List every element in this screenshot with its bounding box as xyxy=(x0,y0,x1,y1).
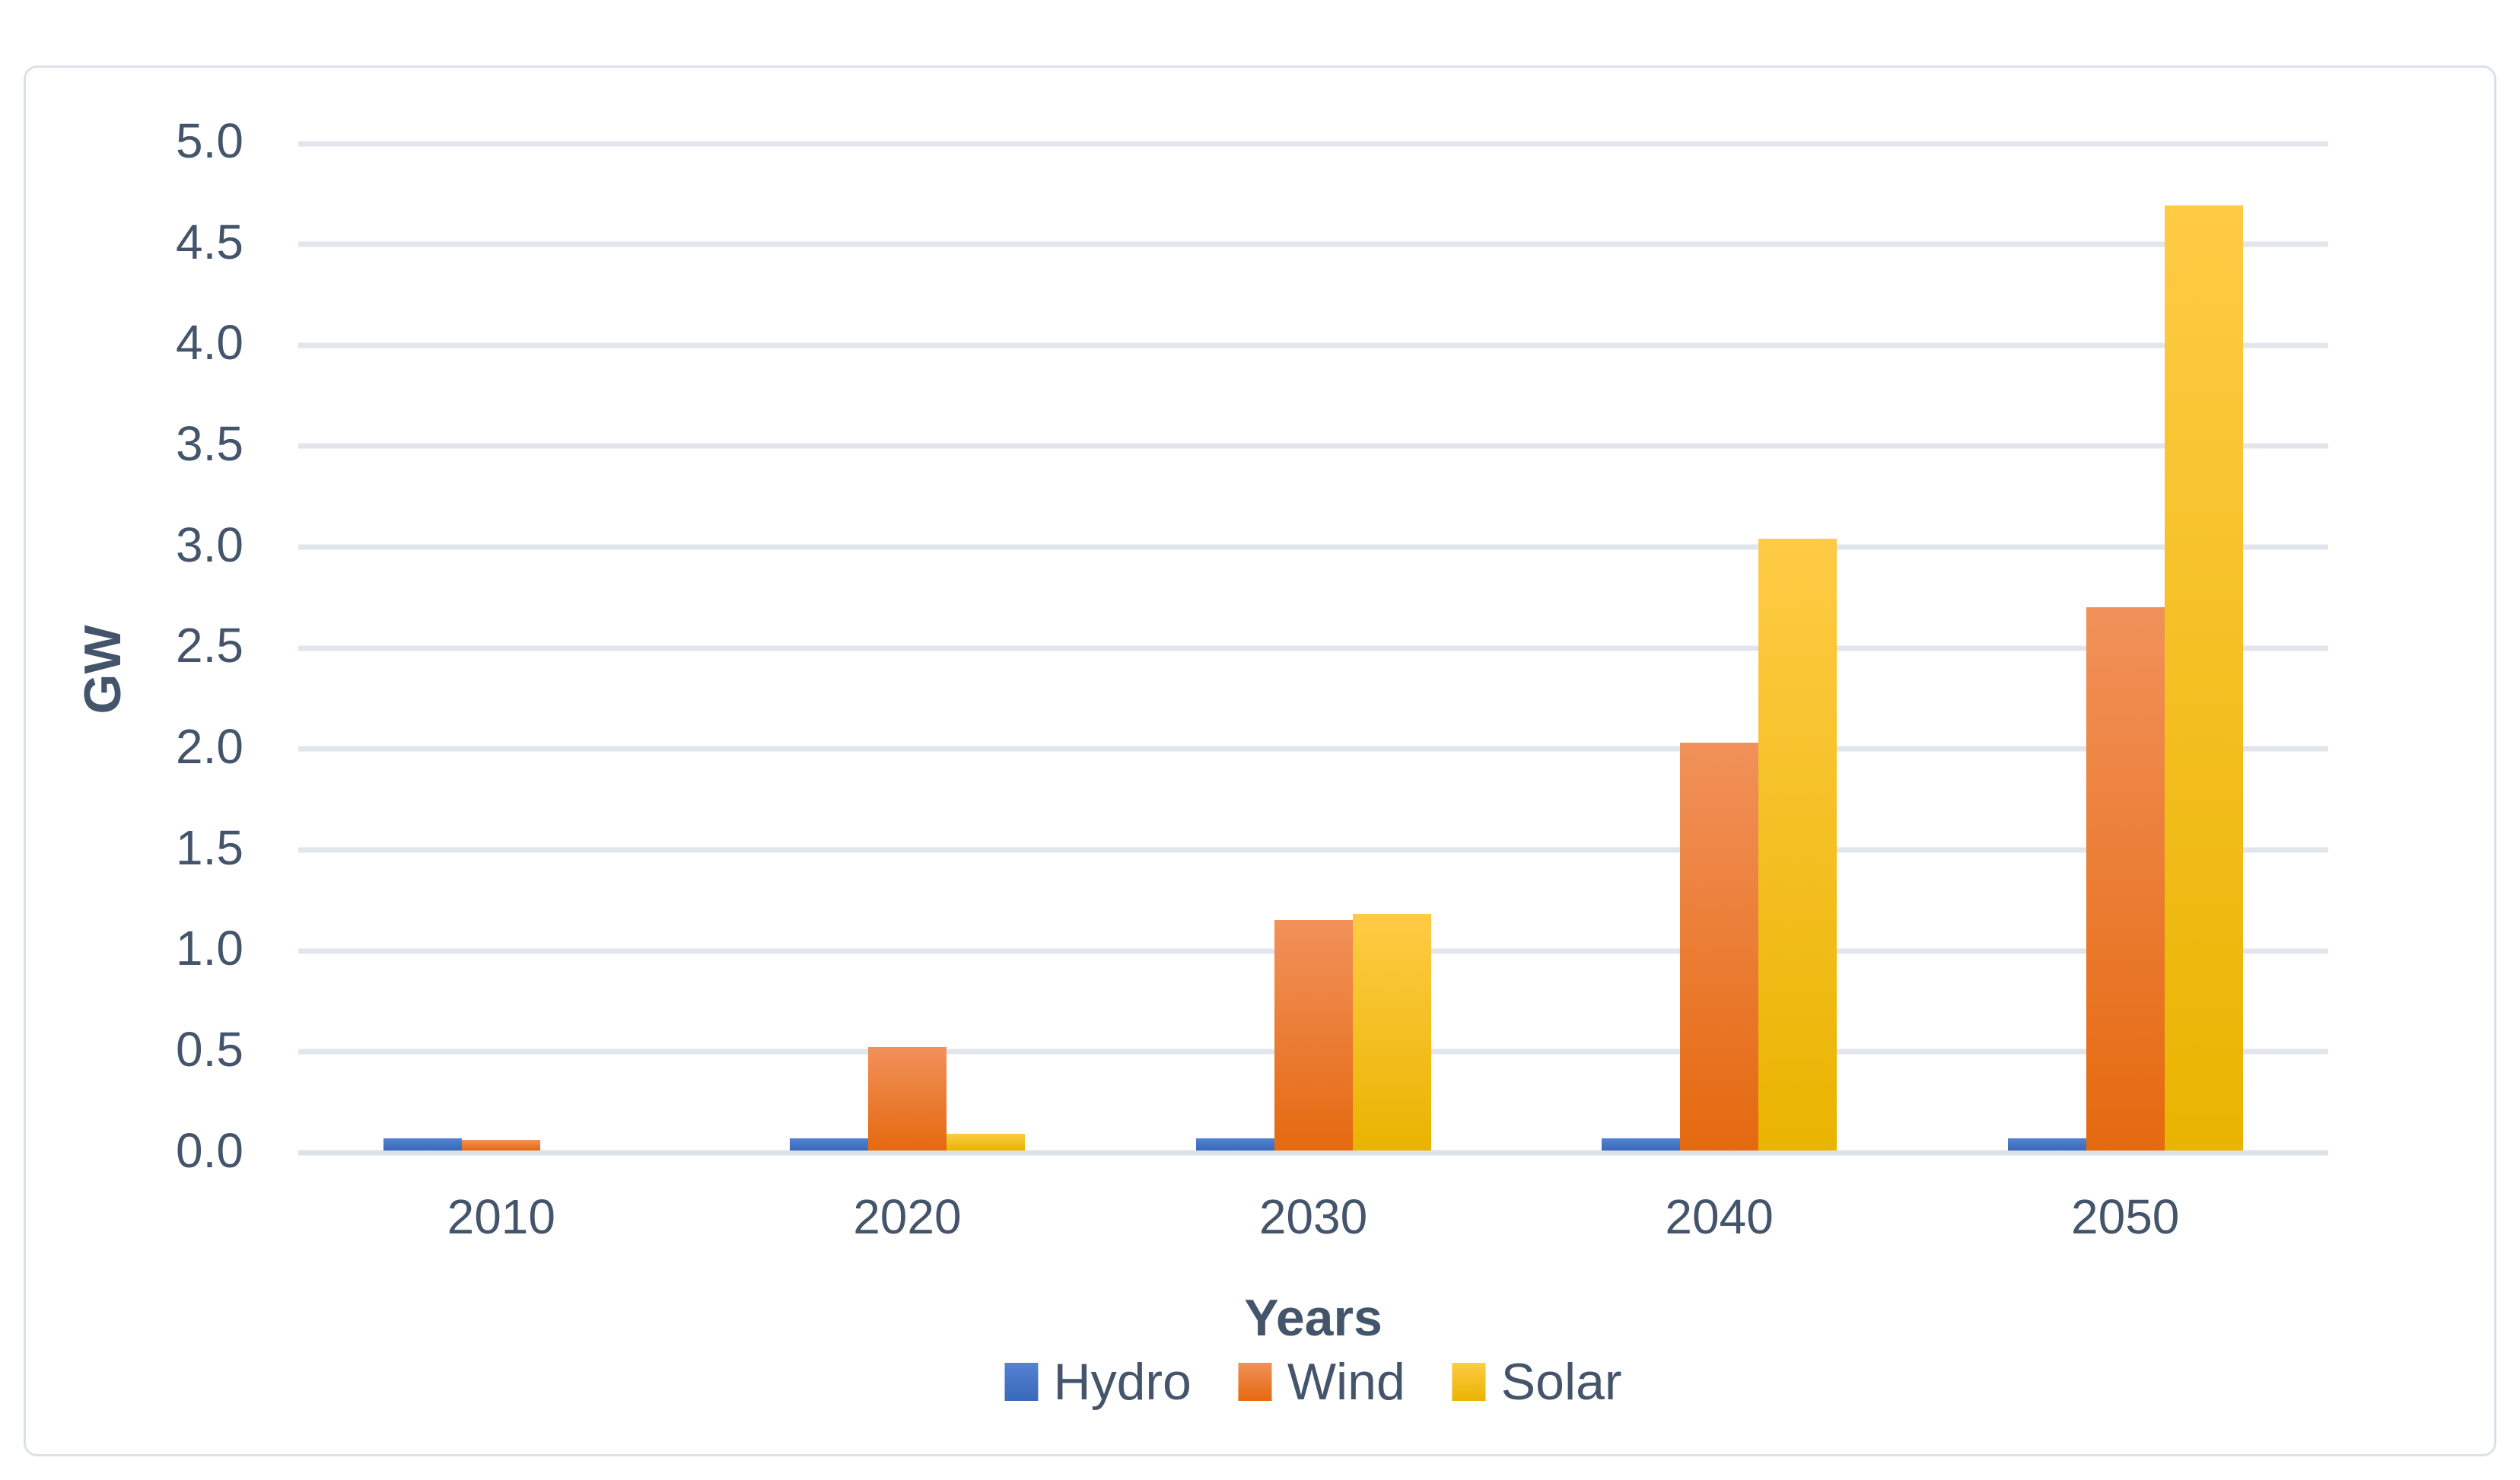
legend: Hydro Wind Solar xyxy=(1004,1352,1622,1412)
x-tick-label: 2040 xyxy=(1665,1189,1774,1244)
gridline xyxy=(298,645,2328,651)
legend-item-wind: Wind xyxy=(1238,1352,1405,1412)
bar-solar-2040 xyxy=(1758,538,1838,1151)
gridline xyxy=(298,847,2328,853)
bar-hydro-2030 xyxy=(1195,1138,1274,1151)
y-tick-label: 4.5 xyxy=(176,214,243,269)
legend-item-solar: Solar xyxy=(1452,1352,1622,1412)
figure-border xyxy=(24,65,2496,1456)
y-tick-label: 2.5 xyxy=(176,618,243,673)
y-tick-label: 4.0 xyxy=(176,315,243,371)
y-tick-label: 0.5 xyxy=(176,1021,243,1077)
x-axis-title: Years xyxy=(1244,1289,1382,1347)
legend-label-wind: Wind xyxy=(1287,1353,1405,1411)
x-axis-line xyxy=(298,1150,2328,1156)
y-tick-label: 0.0 xyxy=(176,1122,243,1178)
y-tick-label: 3.0 xyxy=(176,517,243,572)
x-tick-label: 2050 xyxy=(2071,1189,2180,1244)
bar-solar-2020 xyxy=(946,1134,1025,1151)
bar-hydro-2040 xyxy=(1602,1138,1681,1151)
legend-swatch-solar xyxy=(1452,1363,1486,1401)
legend-item-hydro: Hydro xyxy=(1004,1352,1192,1412)
bar-hydro-2010 xyxy=(383,1138,463,1151)
y-tick-label: 1.0 xyxy=(176,921,243,976)
gridline xyxy=(298,544,2328,550)
bar-wind-2030 xyxy=(1274,920,1353,1151)
bar-wind-2050 xyxy=(2086,606,2165,1151)
x-tick-label: 2020 xyxy=(853,1189,962,1244)
bar-hydro-2050 xyxy=(2007,1138,2086,1151)
x-tick-label: 2010 xyxy=(447,1189,555,1244)
gridline xyxy=(298,342,2328,349)
plot-area xyxy=(298,141,2328,1156)
legend-label-solar: Solar xyxy=(1500,1353,1622,1411)
bar-solar-2050 xyxy=(2164,205,2243,1151)
y-tick-label: 2.0 xyxy=(176,718,243,774)
y-tick-label: 5.0 xyxy=(176,113,243,168)
legend-swatch-wind xyxy=(1238,1363,1272,1401)
legend-swatch-hydro xyxy=(1004,1363,1039,1401)
gridline xyxy=(298,141,2328,146)
x-tick-label: 2030 xyxy=(1258,1189,1368,1244)
gridline xyxy=(298,241,2328,247)
bar-wind-2010 xyxy=(462,1140,541,1151)
bar-solar-2030 xyxy=(1352,914,1431,1151)
bar-wind-2040 xyxy=(1680,742,1759,1151)
gridline xyxy=(298,443,2328,449)
gridline xyxy=(298,746,2328,752)
y-tick-label: 3.5 xyxy=(176,415,243,471)
y-tick-label: 1.5 xyxy=(176,820,243,875)
bar-wind-2020 xyxy=(867,1047,947,1151)
bar-hydro-2020 xyxy=(789,1138,868,1151)
legend-label-hydro: Hydro xyxy=(1053,1353,1192,1411)
